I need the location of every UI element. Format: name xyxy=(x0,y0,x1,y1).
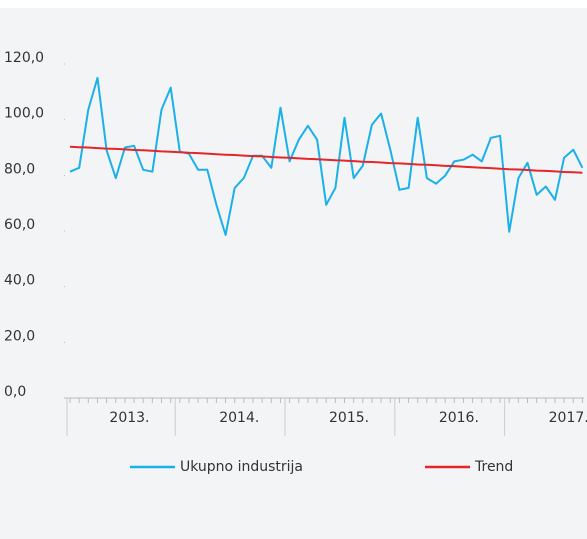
y-tick-label: 120,0 xyxy=(4,50,44,66)
y-tick-label: 80,0 xyxy=(4,161,35,177)
legend-label: Trend xyxy=(474,459,513,475)
x-tick-label: 2015. xyxy=(329,410,369,426)
legend-label: Ukupno industrija xyxy=(180,459,303,475)
y-tick-label: 100,0 xyxy=(4,106,44,122)
x-tick-label: 2016. xyxy=(439,410,479,426)
x-tick-label: 2014. xyxy=(219,410,259,426)
y-tick-label: 0,0 xyxy=(4,384,26,400)
x-tick-label: 2017. xyxy=(549,410,587,426)
x-tick-label: 2013. xyxy=(109,410,149,426)
y-tick-label: 60,0 xyxy=(4,217,35,233)
series-line xyxy=(69,145,583,174)
y-tick-label: 40,0 xyxy=(4,273,35,289)
y-tick-label: 20,0 xyxy=(4,328,35,344)
panel xyxy=(0,8,587,539)
